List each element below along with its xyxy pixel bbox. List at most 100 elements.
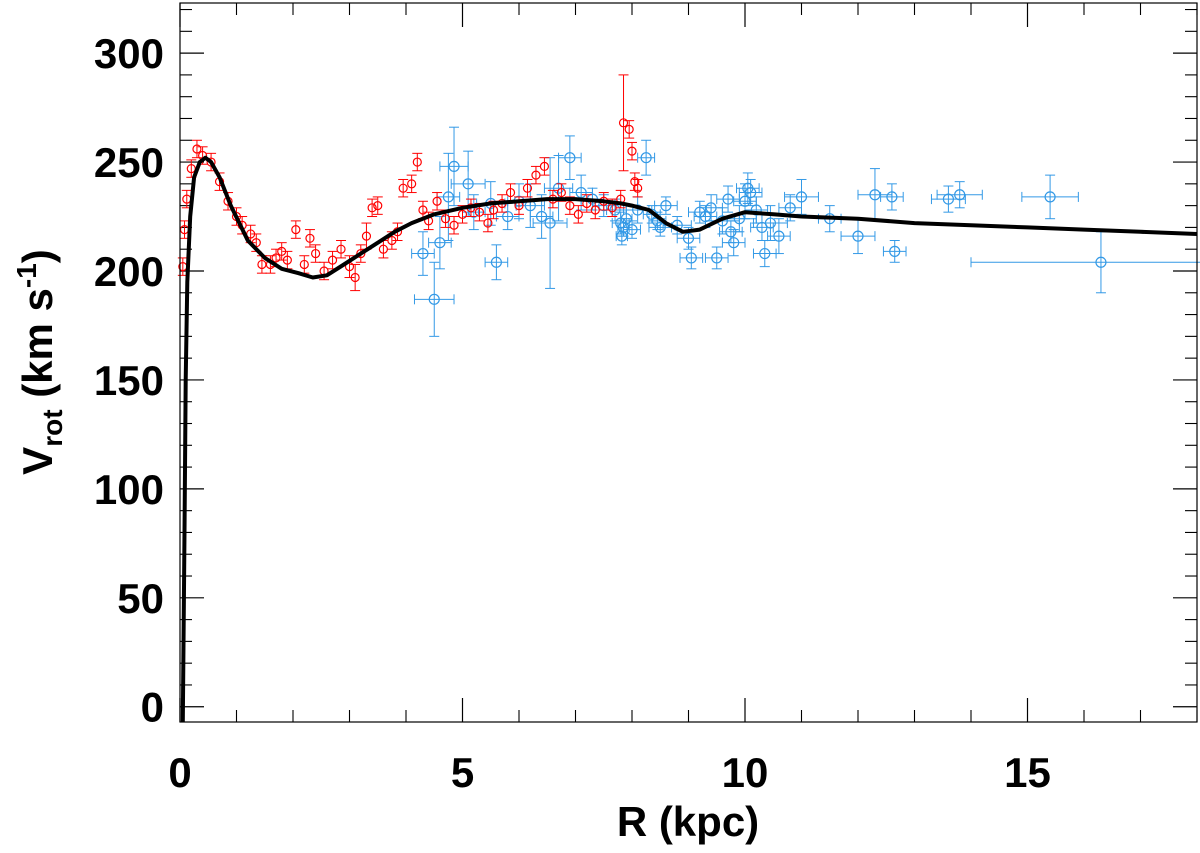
outer-point: [543, 155, 574, 222]
outer-marker: [1095, 256, 1107, 268]
inner-marker: [350, 272, 360, 283]
outer-point: [882, 239, 907, 263]
inner-marker: [449, 220, 459, 230]
outer-marker: [954, 189, 966, 201]
inner-point: [624, 120, 635, 139]
model-curve-series: [180, 155, 1198, 723]
inner-marker: [440, 214, 451, 224]
inner-point: [539, 157, 550, 176]
inner-point: [398, 178, 409, 198]
inner-marker: [633, 183, 643, 193]
outer-marker: [682, 232, 695, 244]
inner-marker: [271, 253, 281, 263]
y-tick-label: 150: [94, 357, 164, 404]
model-curve-line: [180, 155, 1198, 723]
outer-point: [654, 196, 678, 215]
inner-point: [522, 178, 533, 198]
outer-marker: [942, 193, 955, 205]
inner-point: [406, 174, 417, 194]
outer-point: [767, 218, 791, 255]
y-tick-labels: 0 50 100 150 200 250 300: [94, 30, 164, 731]
outer-point: [679, 246, 704, 270]
outer-marker: [745, 186, 757, 199]
inner-point: [282, 250, 293, 270]
inner-marker: [282, 255, 292, 265]
outer-point: [428, 216, 452, 270]
outer-marker: [705, 202, 717, 214]
y-tick-label: 50: [117, 575, 164, 622]
outer-marker: [535, 210, 548, 223]
outer-marker: [544, 217, 556, 229]
inner-point: [505, 183, 516, 202]
outer-point: [637, 139, 656, 176]
inner-point: [304, 229, 315, 248]
inner-marker: [407, 179, 417, 189]
inner-point: [336, 239, 347, 259]
outer-marker: [660, 200, 672, 212]
inner-marker: [522, 183, 533, 193]
outer-marker: [722, 193, 734, 205]
y-tick-label: 300: [94, 30, 164, 77]
inner-marker: [624, 124, 634, 134]
plot-frame: [179, 2, 1198, 723]
outer-marker: [784, 202, 796, 214]
inner-point: [629, 172, 640, 191]
outer-point: [1021, 174, 1079, 220]
inner-point: [350, 263, 361, 292]
y-axis-label-subscript: rot: [37, 409, 68, 446]
inner-marker: [356, 248, 366, 259]
outer-marker: [759, 247, 771, 260]
outer-marker: [502, 210, 514, 223]
outer-point: [411, 231, 435, 276]
inner-marker: [539, 161, 550, 172]
inner-points-series: [177, 74, 643, 292]
y-tick-label: 100: [94, 466, 164, 513]
outer-point: [857, 168, 893, 222]
inner-point: [367, 198, 378, 218]
outer-marker: [1044, 191, 1056, 203]
x-tick-label: 0: [168, 749, 191, 796]
outer-point: [623, 220, 641, 239]
inner-point: [618, 74, 629, 172]
outer-point: [784, 178, 819, 215]
outer-marker: [869, 189, 881, 201]
inner-point: [449, 216, 460, 235]
inner-point: [310, 244, 321, 263]
outer-marker: [711, 252, 723, 264]
outer-marker: [773, 230, 785, 242]
inner-point: [482, 213, 493, 233]
inner-point: [299, 255, 310, 274]
x-tick-label: 10: [722, 749, 769, 796]
outer-point: [413, 261, 455, 337]
inner-marker: [412, 157, 422, 167]
inner-marker: [432, 196, 442, 206]
outer-point: [436, 152, 461, 241]
y-axis-label-main: V: [14, 447, 61, 475]
inner-marker: [373, 201, 383, 211]
outer-marker: [626, 223, 638, 236]
x-tick-label: 5: [451, 749, 474, 796]
inner-marker: [627, 146, 637, 156]
inner-marker: [367, 203, 377, 213]
inner-marker: [398, 183, 408, 193]
inner-marker: [311, 248, 321, 259]
inner-marker: [299, 259, 309, 270]
outer-marker: [685, 252, 697, 264]
outer-point: [840, 218, 876, 255]
inner-marker: [305, 233, 315, 243]
y-axis-label: Vrot (km s-1): [11, 249, 68, 475]
outer-marker: [490, 256, 502, 268]
y-tick-label: 250: [94, 139, 164, 186]
outer-marker: [448, 160, 460, 173]
inner-marker: [573, 209, 583, 219]
inner-marker: [556, 187, 566, 198]
inner-point: [627, 141, 637, 161]
inner-point: [327, 250, 338, 270]
outer-marker: [434, 237, 446, 249]
outer-point: [880, 183, 904, 211]
outer-point: [704, 246, 729, 270]
inner-point: [573, 205, 584, 224]
inner-point: [412, 152, 423, 172]
